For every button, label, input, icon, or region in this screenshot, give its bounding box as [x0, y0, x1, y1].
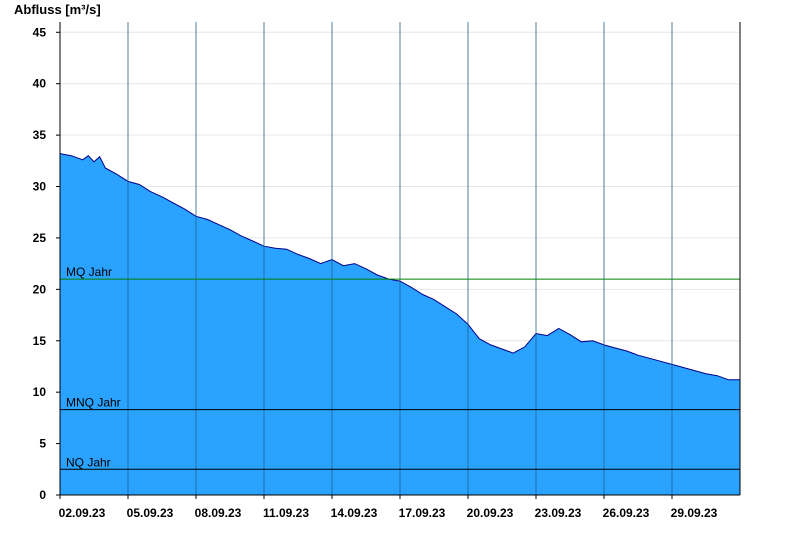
x-tick-label: 17.09.23	[399, 506, 446, 520]
x-tick-label: 08.09.23	[195, 506, 242, 520]
y-tick-label: 40	[33, 77, 47, 91]
x-tick-label: 23.09.23	[535, 506, 582, 520]
y-tick-label: 10	[33, 385, 47, 399]
ref-line-label: NQ Jahr	[66, 455, 111, 469]
y-tick-label: 25	[33, 231, 47, 245]
y-tick-label: 0	[39, 488, 46, 502]
x-tick-label: 29.09.23	[671, 506, 718, 520]
x-tick-label: 05.09.23	[127, 506, 174, 520]
y-tick-label: 20	[33, 282, 47, 296]
y-tick-label: 35	[33, 128, 47, 142]
y-tick-label: 45	[33, 25, 47, 39]
x-tick-label: 02.09.23	[59, 506, 106, 520]
y-tick-label: 30	[33, 180, 47, 194]
y-axis-label: Abfluss [m³/s]	[14, 2, 101, 17]
ref-line-label: MNQ Jahr	[66, 396, 121, 410]
y-tick-label: 15	[33, 334, 47, 348]
ref-line-label: MQ Jahr	[66, 265, 112, 279]
x-tick-label: 20.09.23	[467, 506, 514, 520]
x-tick-label: 11.09.23	[263, 506, 309, 520]
x-tick-label: 14.09.23	[331, 506, 378, 520]
y-tick-label: 5	[39, 437, 46, 451]
x-tick-label: 26.09.23	[603, 506, 650, 520]
